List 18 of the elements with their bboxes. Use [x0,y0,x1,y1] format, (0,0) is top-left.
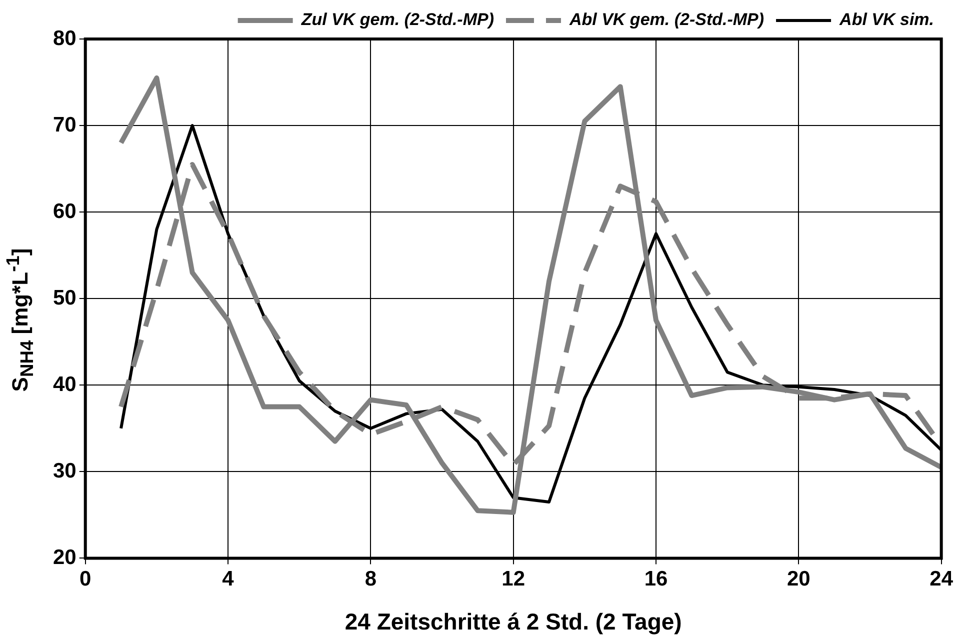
y-tick-label: 60 [53,200,76,223]
x-tick-label: 8 [364,568,377,591]
x-tick-label: 0 [80,568,92,591]
x-tick-label: 16 [644,568,668,591]
x-tick-label: 12 [502,568,526,591]
x-axis-title: 24 Zeitschritte á 2 Std. (2 Tage) [344,608,682,635]
y-tick-label: 20 [53,546,76,569]
legend-label: Zul VK gem. (2-Std.-MP) [300,10,494,30]
y-tick-label: 80 [53,26,76,50]
legend-label: Abl VK sim. [838,10,934,30]
x-tick-label: 4 [222,568,234,591]
y-tick-label: 50 [53,286,76,310]
legend-label: Abl VK gem. (2-Std.-MP) [568,10,764,30]
y-tick-label: 30 [53,459,76,482]
y-tick-label: 40 [53,372,76,396]
x-tick-label: 20 [786,568,810,591]
x-tick-label: 24 [930,568,954,591]
y-tick-label: 70 [53,113,76,136]
